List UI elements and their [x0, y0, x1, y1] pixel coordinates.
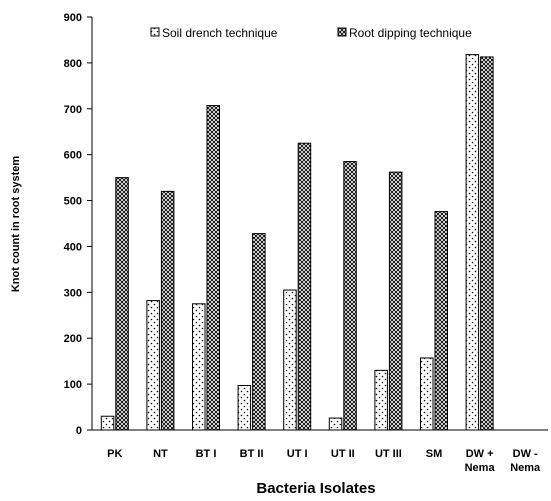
x-tick-labels: PK NT BT I BT II UT I UT II UT III SM DW + NemaDW…	[107, 448, 541, 474]
y-tick-label: 900	[64, 12, 82, 24]
bar-soil-drench	[420, 357, 434, 431]
x-tick-label-line: UT II	[331, 448, 355, 460]
x-axis-title: Bacteria Isolates	[256, 480, 375, 497]
bar-root-dipping	[160, 190, 175, 431]
x-tick-label: DW + Nema	[465, 448, 496, 474]
y-tick-label: 800	[64, 58, 82, 70]
bar-soil-drench	[328, 417, 343, 431]
bar-soil-drench	[374, 369, 388, 431]
legend-label-soil-drench: Soil drench technique	[162, 26, 278, 40]
x-tick-label-line: Nema	[510, 462, 541, 474]
bar-soil-drench	[192, 303, 206, 431]
x-tick-label: PK	[107, 448, 122, 460]
x-tick-label: UT II	[331, 448, 355, 460]
x-tick-label: BT II	[240, 448, 264, 460]
axes	[91, 17, 548, 431]
x-tick-label: BT I	[196, 448, 217, 460]
x-tick-label-line: Nema	[465, 462, 496, 474]
bar-root-dipping	[434, 211, 448, 431]
bar-root-dipping	[297, 142, 312, 431]
x-tick-label-line: DW -	[513, 448, 538, 460]
y-tick-label: 200	[64, 333, 82, 345]
x-tick-label: UT I	[287, 448, 308, 460]
y-tick-label: 0	[76, 425, 82, 437]
bar-root-dipping	[252, 233, 266, 431]
legend-label-root-dipping: Root dipping technique	[349, 26, 472, 40]
y-tick-label: 600	[64, 150, 82, 162]
x-tick-label-line: NT	[153, 448, 168, 460]
legend-swatch-root-dipping	[337, 27, 347, 37]
bar-root-dipping	[115, 177, 129, 431]
bar-soil-drench	[146, 300, 160, 431]
x-tick-label-line: UT III	[375, 448, 402, 460]
x-tick-label-line: DW +	[466, 448, 494, 460]
x-tick-label-line: BT I	[196, 448, 217, 460]
bar-root-dipping	[388, 171, 403, 431]
x-tick-label: NT	[153, 448, 168, 460]
bars	[100, 54, 494, 431]
x-tick-label-line: UT I	[287, 448, 308, 460]
y-tick-label: 100	[64, 379, 82, 391]
y-axis-title: Knot count in root system	[10, 156, 22, 293]
bar-soil-drench	[237, 384, 252, 431]
bar-root-dipping	[480, 56, 494, 431]
y-ticks: 0 100 200 300 400 500 600 700 800 900	[64, 12, 92, 437]
legend: Soil drench technique Root dipping techn…	[150, 26, 472, 40]
y-tick-label: 500	[64, 196, 82, 208]
x-tick-label-line: PK	[107, 448, 122, 460]
x-tick-label: UT III	[375, 448, 402, 460]
y-tick-label: 700	[64, 104, 82, 116]
x-tick-label-line: BT II	[240, 448, 264, 460]
x-tick-label: DW - Nema	[510, 448, 541, 474]
bar-root-dipping	[343, 161, 357, 431]
x-tick-label-line: SM	[426, 448, 443, 460]
bar-soil-drench	[100, 415, 115, 431]
y-tick-label: 400	[64, 241, 82, 253]
x-tick-label: SM	[426, 448, 443, 460]
bar-soil-drench	[283, 289, 297, 431]
legend-swatch-soil-drench	[150, 27, 160, 37]
y-tick-label: 300	[64, 287, 82, 299]
bar-soil-drench	[465, 54, 480, 431]
bar-root-dipping	[206, 105, 220, 431]
